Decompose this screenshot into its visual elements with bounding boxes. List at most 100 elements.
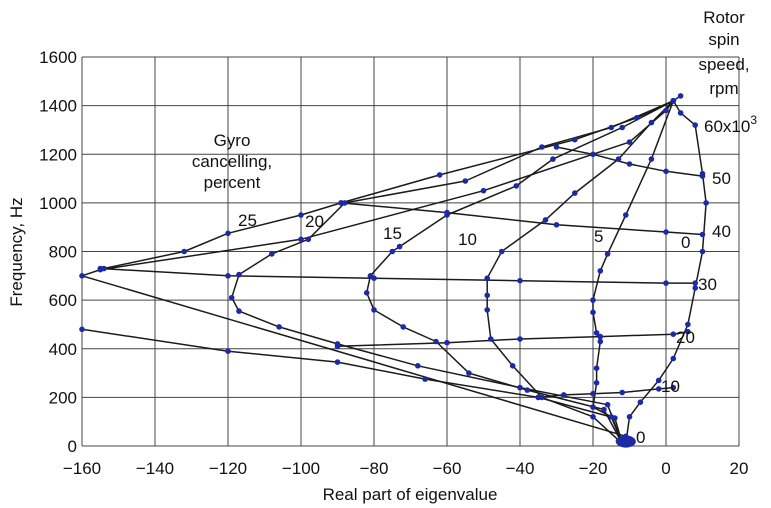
gyro-series-point [572, 190, 578, 196]
gyro-series-point [225, 348, 231, 355]
gyro-series-point [79, 326, 85, 333]
gyro-series-point [488, 336, 494, 342]
tick-labels: −160 −140 −120 −100 −80 −60 −40 −20 0 20020040060… [39, 48, 748, 478]
y-tick-label: 600 [49, 291, 77, 310]
gyro-series-point [685, 321, 691, 328]
gyro-series-point [181, 248, 187, 255]
speed-label-0: 0 [636, 428, 645, 447]
gyro-series-point [298, 212, 304, 218]
speed-series-point [590, 151, 596, 158]
gyro-series-point [637, 399, 644, 406]
speed-series-point [553, 144, 560, 150]
speed-series-point [590, 390, 596, 397]
gyro-series-point [593, 330, 600, 336]
speed-series-point [480, 187, 487, 194]
gyro-series-point [597, 338, 604, 345]
speed-series-point [535, 394, 542, 401]
y-tick-label: 1000 [39, 194, 77, 213]
x-tick-label: −140 [136, 459, 174, 478]
y-tick-label: 1600 [39, 48, 77, 67]
gyro-series-point [699, 248, 706, 255]
gyro-series-point [422, 376, 428, 382]
speed-series-line [538, 386, 674, 399]
gyro-series-point [692, 122, 698, 128]
gyro-series-point [608, 124, 615, 131]
gyro-series-point [626, 414, 633, 420]
speed-series-point [298, 236, 304, 243]
gyro-series-point [371, 307, 377, 313]
speed-series-point [663, 107, 669, 114]
gyro-title-line1: Gyro [214, 131, 251, 150]
gyro-series-point [590, 404, 596, 410]
gyro-label-25: 25 [238, 211, 257, 230]
speed-title-line4: rpm [709, 79, 738, 98]
gyro-series-point [670, 355, 677, 362]
gyro-series-point [389, 248, 396, 255]
gyro-series-point [433, 338, 439, 345]
speed-label-40: 40 [712, 222, 731, 241]
speed-title-line2: spin [708, 30, 739, 49]
speed-series-point [677, 93, 684, 99]
speed-series-point [670, 98, 677, 104]
gyro-series-point [677, 110, 684, 116]
x-tick-label: −20 [579, 459, 608, 478]
speed-label-20: 20 [676, 328, 695, 347]
speed-series-point [561, 392, 567, 398]
gyro-series-point [593, 380, 600, 386]
gyro-series-point [269, 251, 275, 257]
gyro-series-point [590, 309, 596, 316]
gyro-series-point [590, 297, 596, 303]
gyro-series-line [365, 100, 674, 444]
y-tick-label: 800 [49, 243, 77, 262]
speed-series-point [517, 336, 523, 342]
gyro-series-point [236, 308, 242, 314]
gyro-series-point [396, 243, 403, 250]
gyro-title-line3: percent [204, 173, 261, 192]
speed-series-point [553, 222, 560, 228]
gyro-series-point [608, 414, 615, 420]
gyro-series-point [517, 384, 523, 391]
series-lines [81, 95, 707, 446]
speed-series-point [663, 168, 669, 175]
y-axis-label: Frequency, Hz [7, 197, 26, 306]
gyro-series-point [593, 365, 600, 372]
speed-series-point [225, 273, 231, 279]
speed-title-line3: speed, [698, 55, 749, 74]
y-tick-label: 0 [68, 437, 77, 456]
gyro-series-point [601, 406, 607, 413]
gyro-series-point [509, 363, 516, 369]
series-markers [79, 93, 709, 448]
gyro-series-point [539, 144, 545, 150]
gyro-series-point [466, 370, 472, 376]
gyro-series-point [524, 387, 531, 393]
gyro-series-point [305, 236, 312, 243]
speed-series-point [626, 161, 633, 167]
speed-series-point [517, 277, 523, 284]
speed-series-point [663, 229, 669, 235]
speed-series-point [699, 173, 706, 179]
gyro-series-point [334, 359, 341, 365]
x-axis-label: Real part of eigenvalue [323, 485, 498, 504]
speed-series-point [597, 333, 604, 340]
speed-label-60: 60x103 [704, 113, 757, 136]
speed-series-point [626, 139, 633, 145]
x-tick-label: 0 [661, 459, 670, 478]
y-tick-label: 400 [49, 340, 77, 359]
speed-series-point [663, 280, 669, 286]
gyro-series-point [436, 172, 443, 178]
gyro-series-point [692, 285, 698, 291]
x-tick-label: −100 [282, 459, 320, 478]
gyro-series-point [623, 212, 629, 218]
gyro-series-point [597, 268, 604, 274]
gyro-series-point [79, 273, 85, 279]
grid [81, 56, 740, 447]
speed-label-exponent: 3 [750, 113, 757, 127]
gyro-series-point [572, 136, 578, 143]
gyro-series-line [486, 100, 674, 445]
y-tick-label: 1400 [39, 97, 77, 116]
speed-series-point [685, 328, 691, 335]
gyro-label-15: 15 [383, 224, 402, 243]
gyro-series-point [655, 377, 662, 384]
speed-series-point [692, 280, 698, 286]
gyro-series-point [648, 119, 655, 126]
